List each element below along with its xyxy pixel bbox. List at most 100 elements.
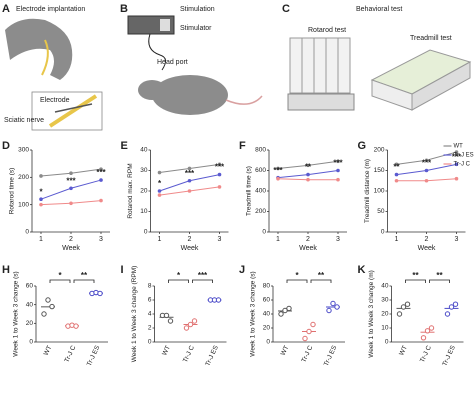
x-tick-label: Tr-J C [300, 344, 314, 363]
bracket-label: ** [318, 271, 325, 280]
y-tick-label: 40 [140, 147, 148, 154]
electrode-wire [54, 103, 93, 113]
y-tick-label: 50 [377, 208, 385, 215]
bracket [429, 279, 450, 283]
data-point [69, 171, 73, 176]
y-tick-label: 0 [25, 229, 29, 236]
data-point [306, 177, 310, 182]
data-point [97, 290, 103, 297]
y-tick-label: 30 [140, 167, 148, 174]
data-point [336, 177, 340, 182]
significance: * [39, 187, 43, 196]
panel-letter: F [239, 140, 246, 152]
y-axis-label: Rotarod max. RPM [127, 163, 134, 218]
data-point [157, 189, 162, 193]
data-point [444, 311, 451, 317]
data-point [330, 300, 336, 307]
y-axis-label: Rotarod time (s) [9, 168, 16, 215]
data-point [420, 335, 427, 341]
label: Rotarod test [308, 27, 346, 34]
x-tick-label: 3 [336, 236, 340, 243]
data-point [217, 185, 222, 189]
panel-letter: H [2, 264, 10, 276]
data-point [306, 172, 310, 177]
panel-letter: I [121, 264, 124, 276]
nerve [41, 39, 49, 76]
data-point [73, 323, 79, 329]
bracket [310, 279, 332, 283]
data-point [306, 163, 310, 168]
data-point [187, 321, 194, 328]
data-point [282, 307, 288, 314]
bracket-label: ** [436, 271, 443, 280]
y-tick-label: 2 [148, 325, 152, 332]
y-tick-label: 40 [381, 283, 389, 290]
legend-label: Tr-J ES [454, 153, 474, 159]
bracket [286, 279, 308, 283]
mouse-body [152, 75, 228, 115]
y-tick-label: 6 [148, 297, 152, 304]
data-point [191, 318, 198, 324]
data-point [187, 189, 192, 193]
data-point [448, 304, 455, 310]
data-point [217, 162, 222, 167]
x-tick-label: 2 [188, 236, 192, 243]
data-point [187, 178, 192, 183]
y-tick-label: 10 [381, 325, 389, 332]
y-tick-label: 100 [18, 201, 29, 208]
y-axis-label: Treadmill distance (m) [364, 159, 371, 223]
data-point [45, 297, 51, 303]
y-tick-label: 0 [148, 339, 152, 346]
data-point [157, 170, 162, 175]
data-point [49, 303, 55, 310]
panel-letter: B [120, 3, 128, 15]
data-point [187, 166, 192, 171]
significance: *** [185, 169, 195, 178]
y-tick-label: 0 [144, 229, 148, 236]
bracket [405, 279, 426, 283]
data-point [69, 186, 73, 191]
significance: *** [333, 159, 343, 168]
data-point [99, 198, 103, 203]
data-point [217, 172, 222, 177]
data-point [157, 193, 162, 197]
y-tick-label: 20 [381, 311, 389, 318]
y-tick-label: 0 [266, 339, 270, 346]
y-tick-label: 20 [26, 320, 34, 327]
legend-label: WT [454, 144, 464, 150]
y-tick-label: 0 [262, 229, 266, 236]
y-tick-label: 150 [374, 167, 385, 174]
x-axis-label: Week [181, 245, 199, 252]
data-point [394, 162, 399, 167]
significance: ** [305, 163, 312, 172]
x-tick-label: WT [280, 345, 291, 357]
y-tick-label: 60 [26, 283, 34, 290]
data-point [424, 178, 429, 183]
y-tick-label: 0 [381, 229, 385, 236]
y-tick-label: 0 [29, 339, 33, 346]
data-point [302, 335, 308, 342]
data-point [454, 176, 459, 181]
y-tick-label: 10 [140, 208, 148, 215]
x-tick-label: Tr-J C [63, 344, 77, 363]
y-tick-label: 40 [26, 301, 34, 308]
y-tick-label: 300 [18, 147, 29, 154]
data-point [424, 168, 429, 173]
data-point [215, 297, 222, 303]
rotarod-frame [289, 37, 351, 94]
label: Stimulator [180, 25, 212, 32]
bracket-label: ** [81, 271, 88, 280]
significance: *** [273, 166, 283, 175]
data-point [99, 167, 103, 171]
data-point [404, 301, 411, 307]
y-axis-label: Week 1 to Week 3 change (s) [250, 271, 257, 356]
panel-title: Electrode implantation [16, 6, 85, 13]
x-tick-label: 1 [158, 236, 162, 243]
x-tick-label: 3 [455, 236, 459, 243]
bracket [168, 279, 189, 283]
x-tick-label: 1 [39, 236, 43, 243]
rotarod-base [287, 93, 355, 111]
x-tick-label: 2 [69, 236, 73, 243]
data-point [454, 150, 459, 154]
panel-letter: E [121, 140, 128, 152]
